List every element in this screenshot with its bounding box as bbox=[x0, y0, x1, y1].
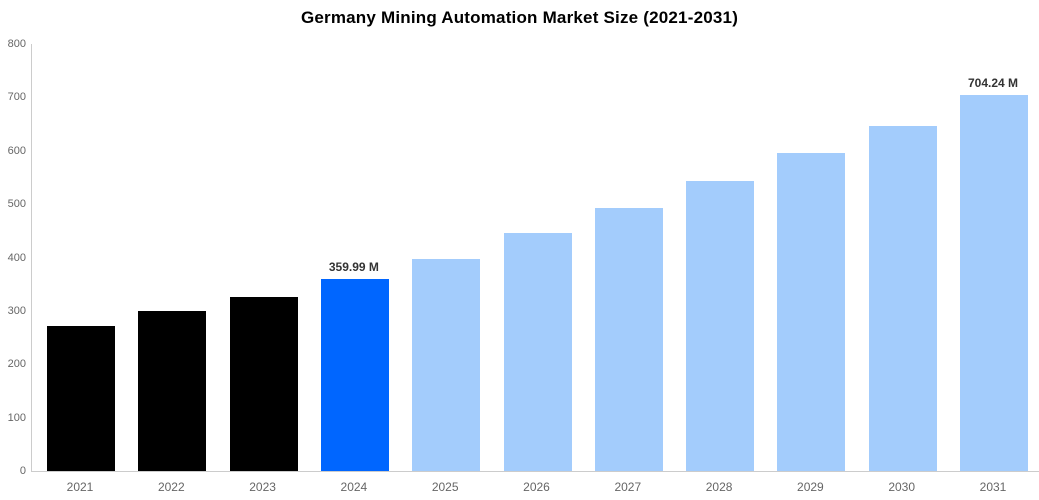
x-axis-label-2030: 2030 bbox=[888, 480, 916, 494]
y-axis-tick-label-600: 600 bbox=[7, 144, 26, 157]
x-axis-label-2025: 2025 bbox=[431, 480, 459, 494]
x-axis-label-2023: 2023 bbox=[249, 480, 276, 494]
x-axis-label-2021: 2021 bbox=[66, 480, 94, 494]
y-axis-tick-label-800: 800 bbox=[7, 38, 26, 50]
y-axis-tick-label-100: 100 bbox=[7, 411, 26, 424]
value-label-2031: 704.24 M bbox=[967, 76, 1019, 91]
bar-2022[interactable] bbox=[138, 311, 207, 471]
x-axis-label-2031: 2031 bbox=[979, 480, 1007, 494]
bar-2026[interactable] bbox=[503, 233, 572, 471]
bar-2025[interactable] bbox=[412, 259, 481, 471]
x-axis-label-2022: 2022 bbox=[157, 480, 185, 494]
bar-2029[interactable] bbox=[777, 153, 846, 471]
bar-2027[interactable] bbox=[594, 207, 663, 471]
y-axis-tick-label-300: 300 bbox=[7, 304, 26, 317]
y-axis-tick-label-200: 200 bbox=[7, 358, 26, 371]
y-axis-tick-label-0: 0 bbox=[19, 465, 26, 477]
x-axis-label-2024: 2024 bbox=[340, 480, 368, 494]
x-axis-label-2029: 2029 bbox=[797, 480, 824, 494]
y-axis-tick-label-500: 500 bbox=[7, 198, 26, 211]
y-axis-tick-label-700: 700 bbox=[7, 91, 26, 104]
bar-2024[interactable] bbox=[320, 278, 389, 471]
value-label-2024: 359.99 M bbox=[328, 259, 379, 274]
x-axis-label-2028: 2028 bbox=[705, 480, 733, 494]
plot-area bbox=[31, 44, 1039, 472]
x-axis-label-2027: 2027 bbox=[614, 480, 642, 494]
bar-2021[interactable] bbox=[47, 326, 115, 471]
bar-2030[interactable] bbox=[868, 125, 937, 471]
x-axis-label-2026: 2026 bbox=[523, 480, 550, 494]
bar-2028[interactable] bbox=[686, 181, 755, 471]
chart-title: Germany Mining Automation Market Size (2… bbox=[300, 8, 739, 27]
bar-2031[interactable] bbox=[960, 95, 1028, 471]
y-axis-tick-label-400: 400 bbox=[7, 251, 26, 264]
bar-2023[interactable] bbox=[229, 297, 298, 471]
